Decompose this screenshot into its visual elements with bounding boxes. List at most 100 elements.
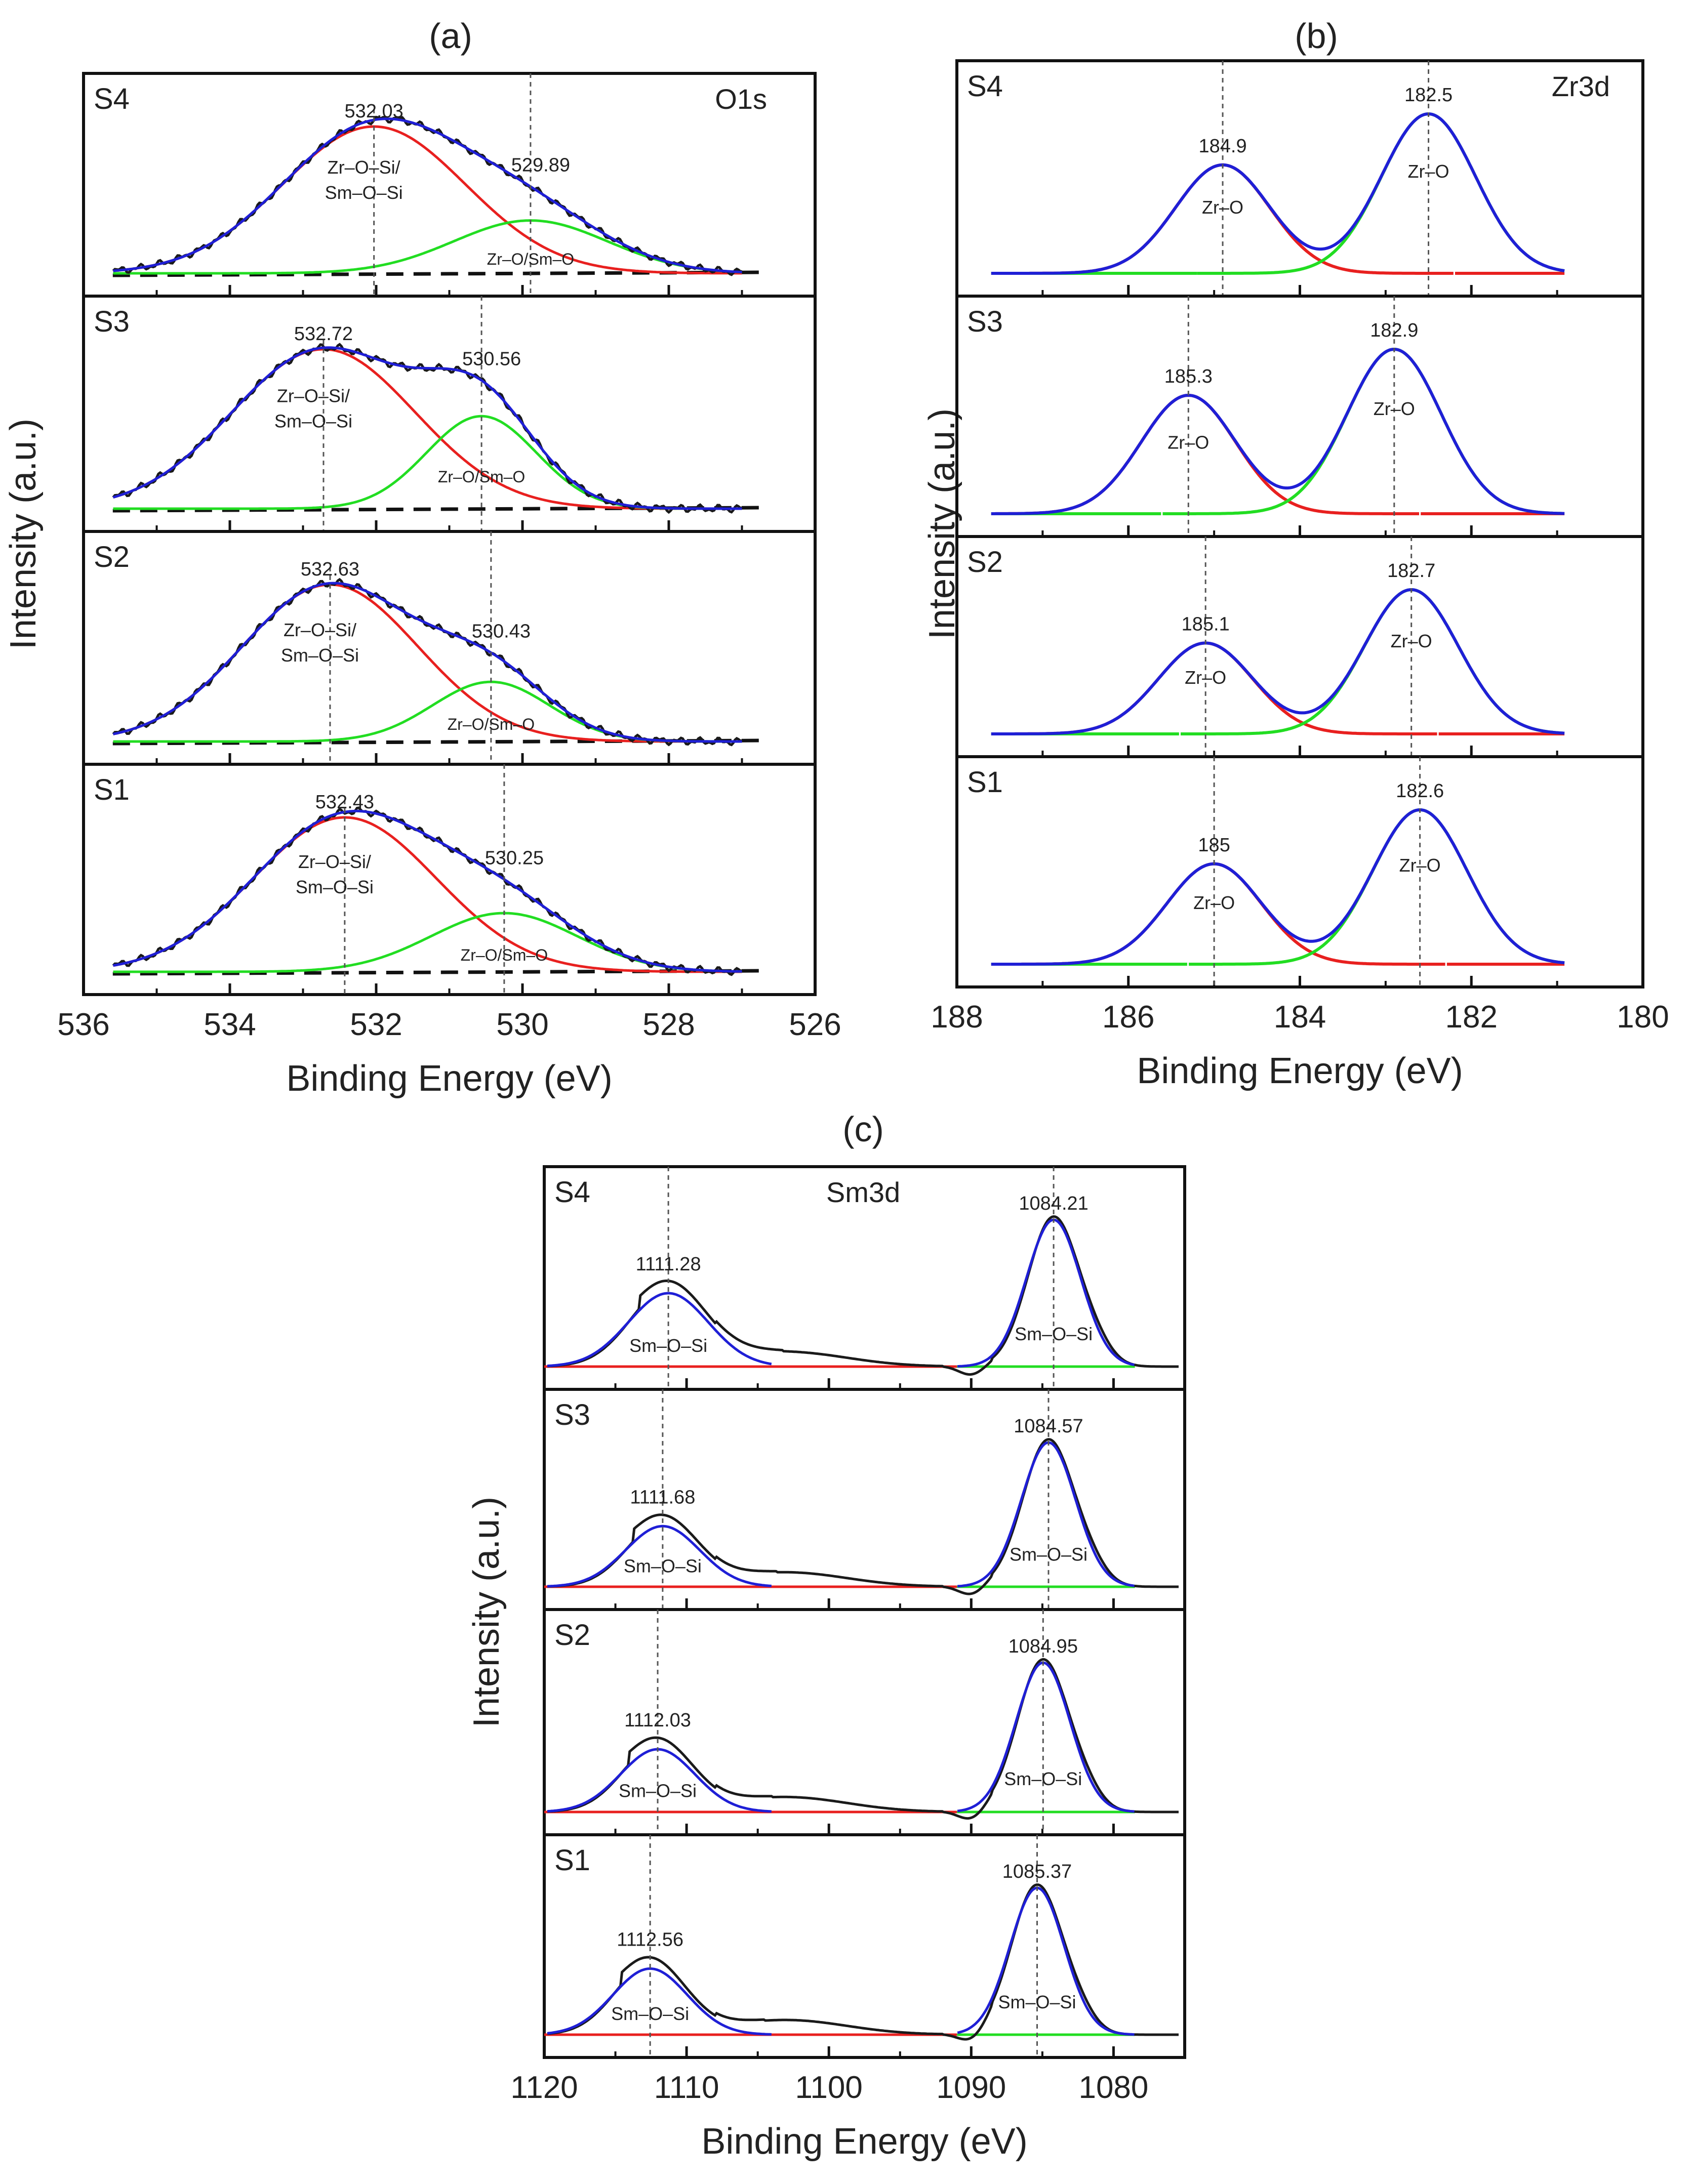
zr-peak-high-curve	[991, 641, 1437, 735]
subplot-frame	[955, 295, 1644, 538]
peak-2-value: 182.9	[1370, 320, 1418, 341]
peak-1-value: 532.43	[315, 792, 374, 813]
peak-1-value: 1112.03	[624, 1710, 691, 1731]
peak-2-value: 1084.57	[1014, 1416, 1083, 1437]
component-label-3: Zr–O/Sm–O	[461, 946, 548, 964]
peak-1-value: 185.3	[1164, 366, 1213, 387]
y-axis-label: Intensity (a.u.)	[3, 419, 44, 649]
subplot-S4: S4 Sm3d 1111.28 1084.21 Sm–O–Si Sm–O–Si	[543, 1165, 1186, 1391]
sample-label: S1	[554, 1844, 590, 1877]
subplot-S4: S4 Zr3d 184.9 182.5 Zr–O Zr–O	[955, 59, 1644, 298]
peak-2-curve	[113, 415, 742, 510]
peak-1-value: 1112.56	[617, 1929, 683, 1951]
experimental-curve	[547, 1658, 1179, 1820]
component-label-2: Sm–O–Si	[274, 410, 352, 431]
panel-b: (b)Binding Energy (eV)Intensity (a.u.)18…	[922, 16, 1669, 1091]
peak-2-curve	[113, 219, 742, 275]
sample-label: S4	[967, 70, 1003, 103]
subplot-S2: S2 1112.03 1084.95 Sm–O–Si Sm–O–Si	[543, 1608, 1186, 1836]
envelope-curve	[112, 346, 742, 510]
peak-2-value: 530.43	[472, 621, 531, 642]
panel-title: (c)	[842, 1109, 884, 1149]
component-label-2: Sm–O–Si	[1010, 1544, 1087, 1565]
subplot-S1: S1 185 182.6 Zr–O Zr–O	[955, 755, 1644, 988]
peak-2-value: 530.25	[485, 847, 544, 869]
sm-peak-2-fit	[957, 1886, 1135, 2036]
peak-1-value: 532.63	[301, 559, 359, 580]
sm-peak-2-fit	[957, 1441, 1135, 1588]
peak-1-value: 184.9	[1199, 136, 1247, 157]
x-tick-label: 184	[1274, 1000, 1326, 1035]
envelope-curve	[113, 809, 742, 973]
component-label-1: Zr–O–Si/	[284, 620, 356, 640]
element-label: Zr3d	[1552, 70, 1610, 102]
peak-2-value: 1084.95	[1009, 1636, 1078, 1657]
sample-label: S3	[967, 305, 1003, 338]
peak-1-value: 185	[1198, 835, 1230, 856]
component-label-3: Zr–O/Sm–O	[448, 715, 535, 733]
component-label-2: Sm–O–Si	[281, 645, 359, 666]
envelope-curve	[991, 347, 1565, 515]
zr-peak-low-curve	[1189, 808, 1565, 966]
peak-2-value: 529.89	[511, 155, 570, 176]
sample-label: S4	[94, 83, 130, 115]
x-axis-label: Binding Energy (eV)	[1137, 1051, 1463, 1091]
subplot-S1: S1 532.43 530.25 Zr–O–Si/Sm–O–Si Zr–O/Sm–O	[82, 763, 817, 996]
peak-1-curve	[112, 348, 742, 510]
subplot-frame	[955, 59, 1644, 298]
x-tick-label: 186	[1102, 1000, 1154, 1035]
sample-label: S1	[967, 766, 1003, 799]
peak-2-value: 182.5	[1404, 85, 1453, 106]
sample-label: S3	[554, 1398, 590, 1431]
component-label-2: Sm–O–Si	[1004, 1768, 1082, 1789]
x-tick-label: 536	[57, 1007, 109, 1042]
peak-1-curve	[112, 583, 742, 743]
component-label-1: Zr–O–Si/	[328, 157, 400, 178]
sm-peak-1-fit	[547, 1524, 772, 1588]
component-label-2: Sm–O–Si	[1015, 1324, 1093, 1344]
envelope-curve	[991, 808, 1565, 966]
element-label: O1s	[715, 83, 767, 115]
subplot-S3: S3 185.3 182.9 Zr–O Zr–O	[955, 295, 1644, 538]
sm-peak-1-fit	[547, 1748, 772, 1813]
x-tick-label: 530	[496, 1007, 548, 1042]
sample-label: S1	[94, 773, 130, 806]
subplot-frame	[955, 755, 1644, 988]
subplot-frame	[82, 763, 817, 996]
component-label-1: Sm–O–Si	[629, 1335, 707, 1356]
y-axis-label: Intensity (a.u.)	[466, 1497, 507, 1727]
x-tick-label: 532	[350, 1007, 402, 1042]
component-label-1: Zr–O	[1193, 892, 1235, 913]
component-label-3: Zr–O/Sm–O	[438, 468, 525, 486]
peak-1-value: 185.1	[1182, 613, 1230, 635]
x-tick-label: 1110	[654, 2070, 719, 2105]
peak-2-value: 530.56	[462, 349, 521, 370]
experimental-curve	[112, 806, 742, 976]
component-label-1: Zr–O	[1202, 197, 1243, 218]
x-tick-label: 526	[789, 1007, 841, 1042]
zr-peak-high-curve	[991, 393, 1419, 515]
component-label-1: Zr–O	[1185, 667, 1226, 688]
peak-2-value: 1084.21	[1019, 1193, 1088, 1214]
element-label: Sm3d	[826, 1176, 900, 1208]
zr-peak-high-curve	[991, 862, 1445, 966]
experimental-curve	[112, 578, 742, 747]
panel-title: (a)	[429, 16, 472, 56]
subplot-frame	[82, 295, 817, 533]
x-axis-label: Binding Energy (eV)	[701, 2121, 1027, 2162]
x-tick-label: 1080	[1078, 2070, 1148, 2105]
peak-1-value: 532.72	[294, 323, 353, 345]
component-label-1: Sm–O–Si	[611, 2003, 689, 2024]
component-label-1: Sm–O–Si	[619, 1781, 697, 1801]
component-label-2: Sm–O–Si	[325, 182, 403, 203]
sm-peak-2-fit	[957, 1218, 1135, 1368]
component-label-2: Zr–O	[1374, 398, 1415, 419]
x-tick-label: 1100	[795, 2070, 863, 2105]
envelope-curve	[112, 582, 742, 743]
component-label-1: Zr–O–Si/	[298, 851, 371, 872]
subplot-S3: S3 532.72 530.56 Zr–O–Si/Sm–O–Si Zr–O/Sm–O	[82, 295, 817, 533]
component-label-1: Zr–O–Si/	[277, 385, 350, 406]
x-tick-label: 528	[642, 1007, 695, 1042]
subplot-S2: S2 532.63 530.43 Zr–O–Si/Sm–O–Si Zr–O/Sm–O	[82, 530, 817, 766]
